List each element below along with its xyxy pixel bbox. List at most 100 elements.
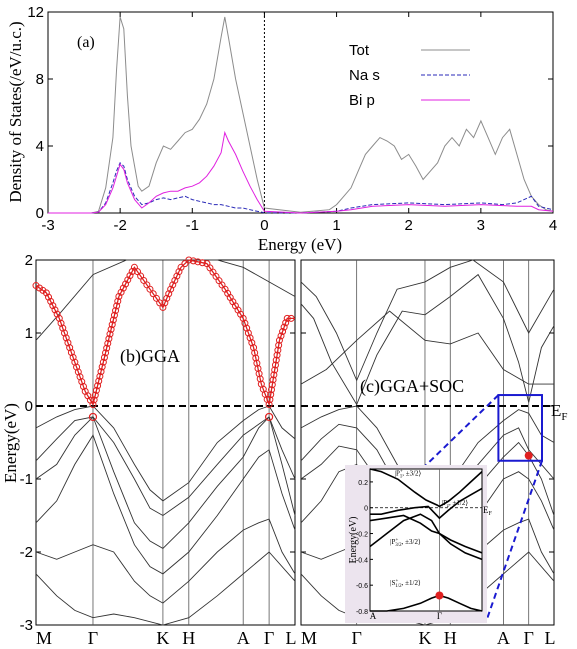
gga-plot-frame [35,259,296,626]
gga-y-axis-label: Energy(eV) [1,403,20,483]
kpoint-label: M [301,628,317,648]
highlight-marker [90,396,98,404]
highlight-marker [171,276,179,284]
highlight-marker [59,324,67,332]
kpoint-label: K [418,628,431,648]
inset-band-line [369,514,483,554]
gga-highlight-band [32,256,295,422]
inset-panel: -0.8 -0.6 -0.4 -0.2 0 0.2 A Γ |P+ 1, ±3/2⟩ |P− z, … [345,465,493,623]
highlight-marker [272,356,280,364]
fermi-label-sub: F [561,411,567,423]
soc-marker [524,451,533,460]
highlight-marker [161,299,169,307]
gamma-marker [265,412,274,422]
highlight-marker [250,344,258,352]
band-line [300,259,555,382]
highlight-marker [266,396,274,404]
highlight-marker [189,257,197,265]
dos-series-na-s [48,161,554,214]
highlight-marker [49,302,57,310]
highlight-marker [169,281,177,289]
band-y-tick-label: -2 [20,544,33,561]
highlight-marker [64,339,72,347]
highlight-marker [62,334,70,342]
band-line [35,416,296,517]
kpoint-label: H [182,628,195,648]
highlight-marker [267,386,275,394]
highlight-marker [108,321,116,329]
highlight-marker [163,294,171,302]
highlight-marker [282,319,290,327]
inset-state-labels: |P+ 1, ±3/2⟩ |P− z, ±1/2⟩ |P+ 3/2, ±3/2⟩ |S+ 1/… [390,469,468,589]
inset-fermi-label-main: E [483,505,489,515]
highlight-marker [55,314,63,322]
zoom-box [497,394,543,462]
highlight-marker [117,288,125,296]
fermi-label-main: E [551,401,561,420]
kpoint-label: L [545,628,556,648]
highlight-marker [243,324,251,332]
dos-x-tick-label: -3 [41,217,54,234]
highlight-marker [255,370,263,378]
highlight-marker [66,344,74,352]
band-line [35,551,296,626]
highlight-marker [103,344,111,352]
highlight-marker [109,316,117,324]
inset-axis-ticks: -0.8 -0.6 -0.4 -0.2 0 0.2 A Γ [356,469,482,621]
band-line [35,518,296,604]
dos-y-tick-label: 4 [36,138,44,155]
highlight-marker [112,307,120,315]
inset-y-tick-label: -0.6 [356,583,368,590]
band-y-tick-label: 0 [25,398,33,415]
highlight-marker [100,354,108,362]
inset-state-label: |P+ 1, ±3/2⟩ [395,469,422,479]
highlight-marker [267,391,275,399]
dos-x-tick-label: -1 [186,217,199,234]
kpoint-label: H [444,628,457,648]
highlight-marker [110,311,118,319]
kpoint-label: Γ [523,628,533,648]
dos-y-tick-label: 12 [27,4,44,21]
highlight-marker [167,285,175,293]
dos-x-tick-label: 2 [405,217,413,234]
highlight-marker [268,381,276,389]
highlight-marker [275,336,283,344]
highlight-marker [91,391,99,399]
inset-band-line [370,487,483,520]
highlight-marker [42,289,50,297]
highlight-marker [124,276,132,284]
highlight-marker [198,259,206,267]
highlight-marker [280,323,288,331]
kpoint-label: Γ [351,628,361,648]
highlight-marker [106,330,114,338]
inset-marker [435,591,444,600]
highlight-marker [173,272,181,280]
kpoint-label: A [497,628,510,648]
highlight-marker [254,364,262,372]
highlight-marker [126,272,134,280]
highlight-marker [241,319,249,327]
zoom-connector-right [486,460,543,620]
zoom-connector-left [421,394,500,470]
highlight-marker [246,334,254,342]
dos-legend: Tot Na s Bi p [349,42,470,109]
inset-band-line [369,513,483,561]
inset-fermi-label-sub: F [489,511,493,517]
soc-panel-label: (c)GGA+SOC [360,376,464,397]
highlight-marker [92,386,100,394]
highlight-marker [152,294,160,302]
highlight-marker [181,260,189,268]
dos-x-tick-label: 0 [260,217,268,234]
inset-bands-group [369,468,483,612]
highlight-marker [273,351,281,359]
svg-text:EF: EF [483,505,493,517]
dos-x-tick-label: 1 [332,217,340,234]
highlight-marker [114,297,122,305]
highlight-marker [156,299,164,307]
highlight-marker [57,319,65,327]
highlight-marker [71,358,79,366]
inset-y-tick-label: 0.2 [358,480,368,487]
kpoint-label: L [286,628,297,648]
highlight-marker [105,335,113,343]
dos-y-tick-label: 8 [36,71,44,88]
